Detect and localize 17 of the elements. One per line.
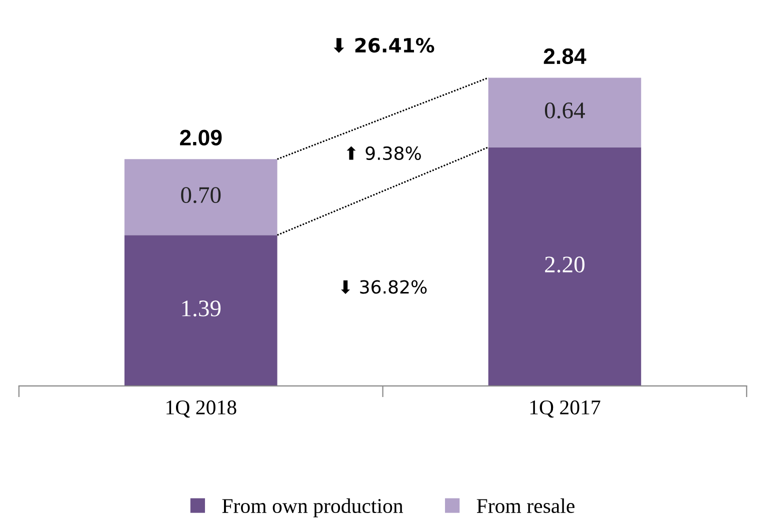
- x-tick-label: 1Q 2018: [166, 400, 236, 418]
- legend-label: From resale: [476, 498, 574, 514]
- x-tick-label: 1Q 2017: [530, 400, 600, 418]
- total-label: 2.84: [544, 48, 586, 64]
- bar: [124, 235, 278, 386]
- data-label: 2.20: [545, 256, 584, 273]
- bar: [124, 159, 278, 236]
- annotation: ⬇ 36.82%: [341, 280, 427, 294]
- annotation: ⬆ 9.38%: [346, 146, 421, 160]
- bar: [488, 147, 642, 386]
- legend-label: From own production: [222, 498, 404, 518]
- text: ⬇ 26.41%: [334, 38, 434, 53]
- data-label: 0.70: [181, 187, 221, 204]
- total-label: 2.09: [180, 130, 222, 146]
- bar: [488, 78, 642, 148]
- data-label: 0.64: [544, 102, 585, 119]
- data-label: 1.39: [182, 300, 221, 317]
